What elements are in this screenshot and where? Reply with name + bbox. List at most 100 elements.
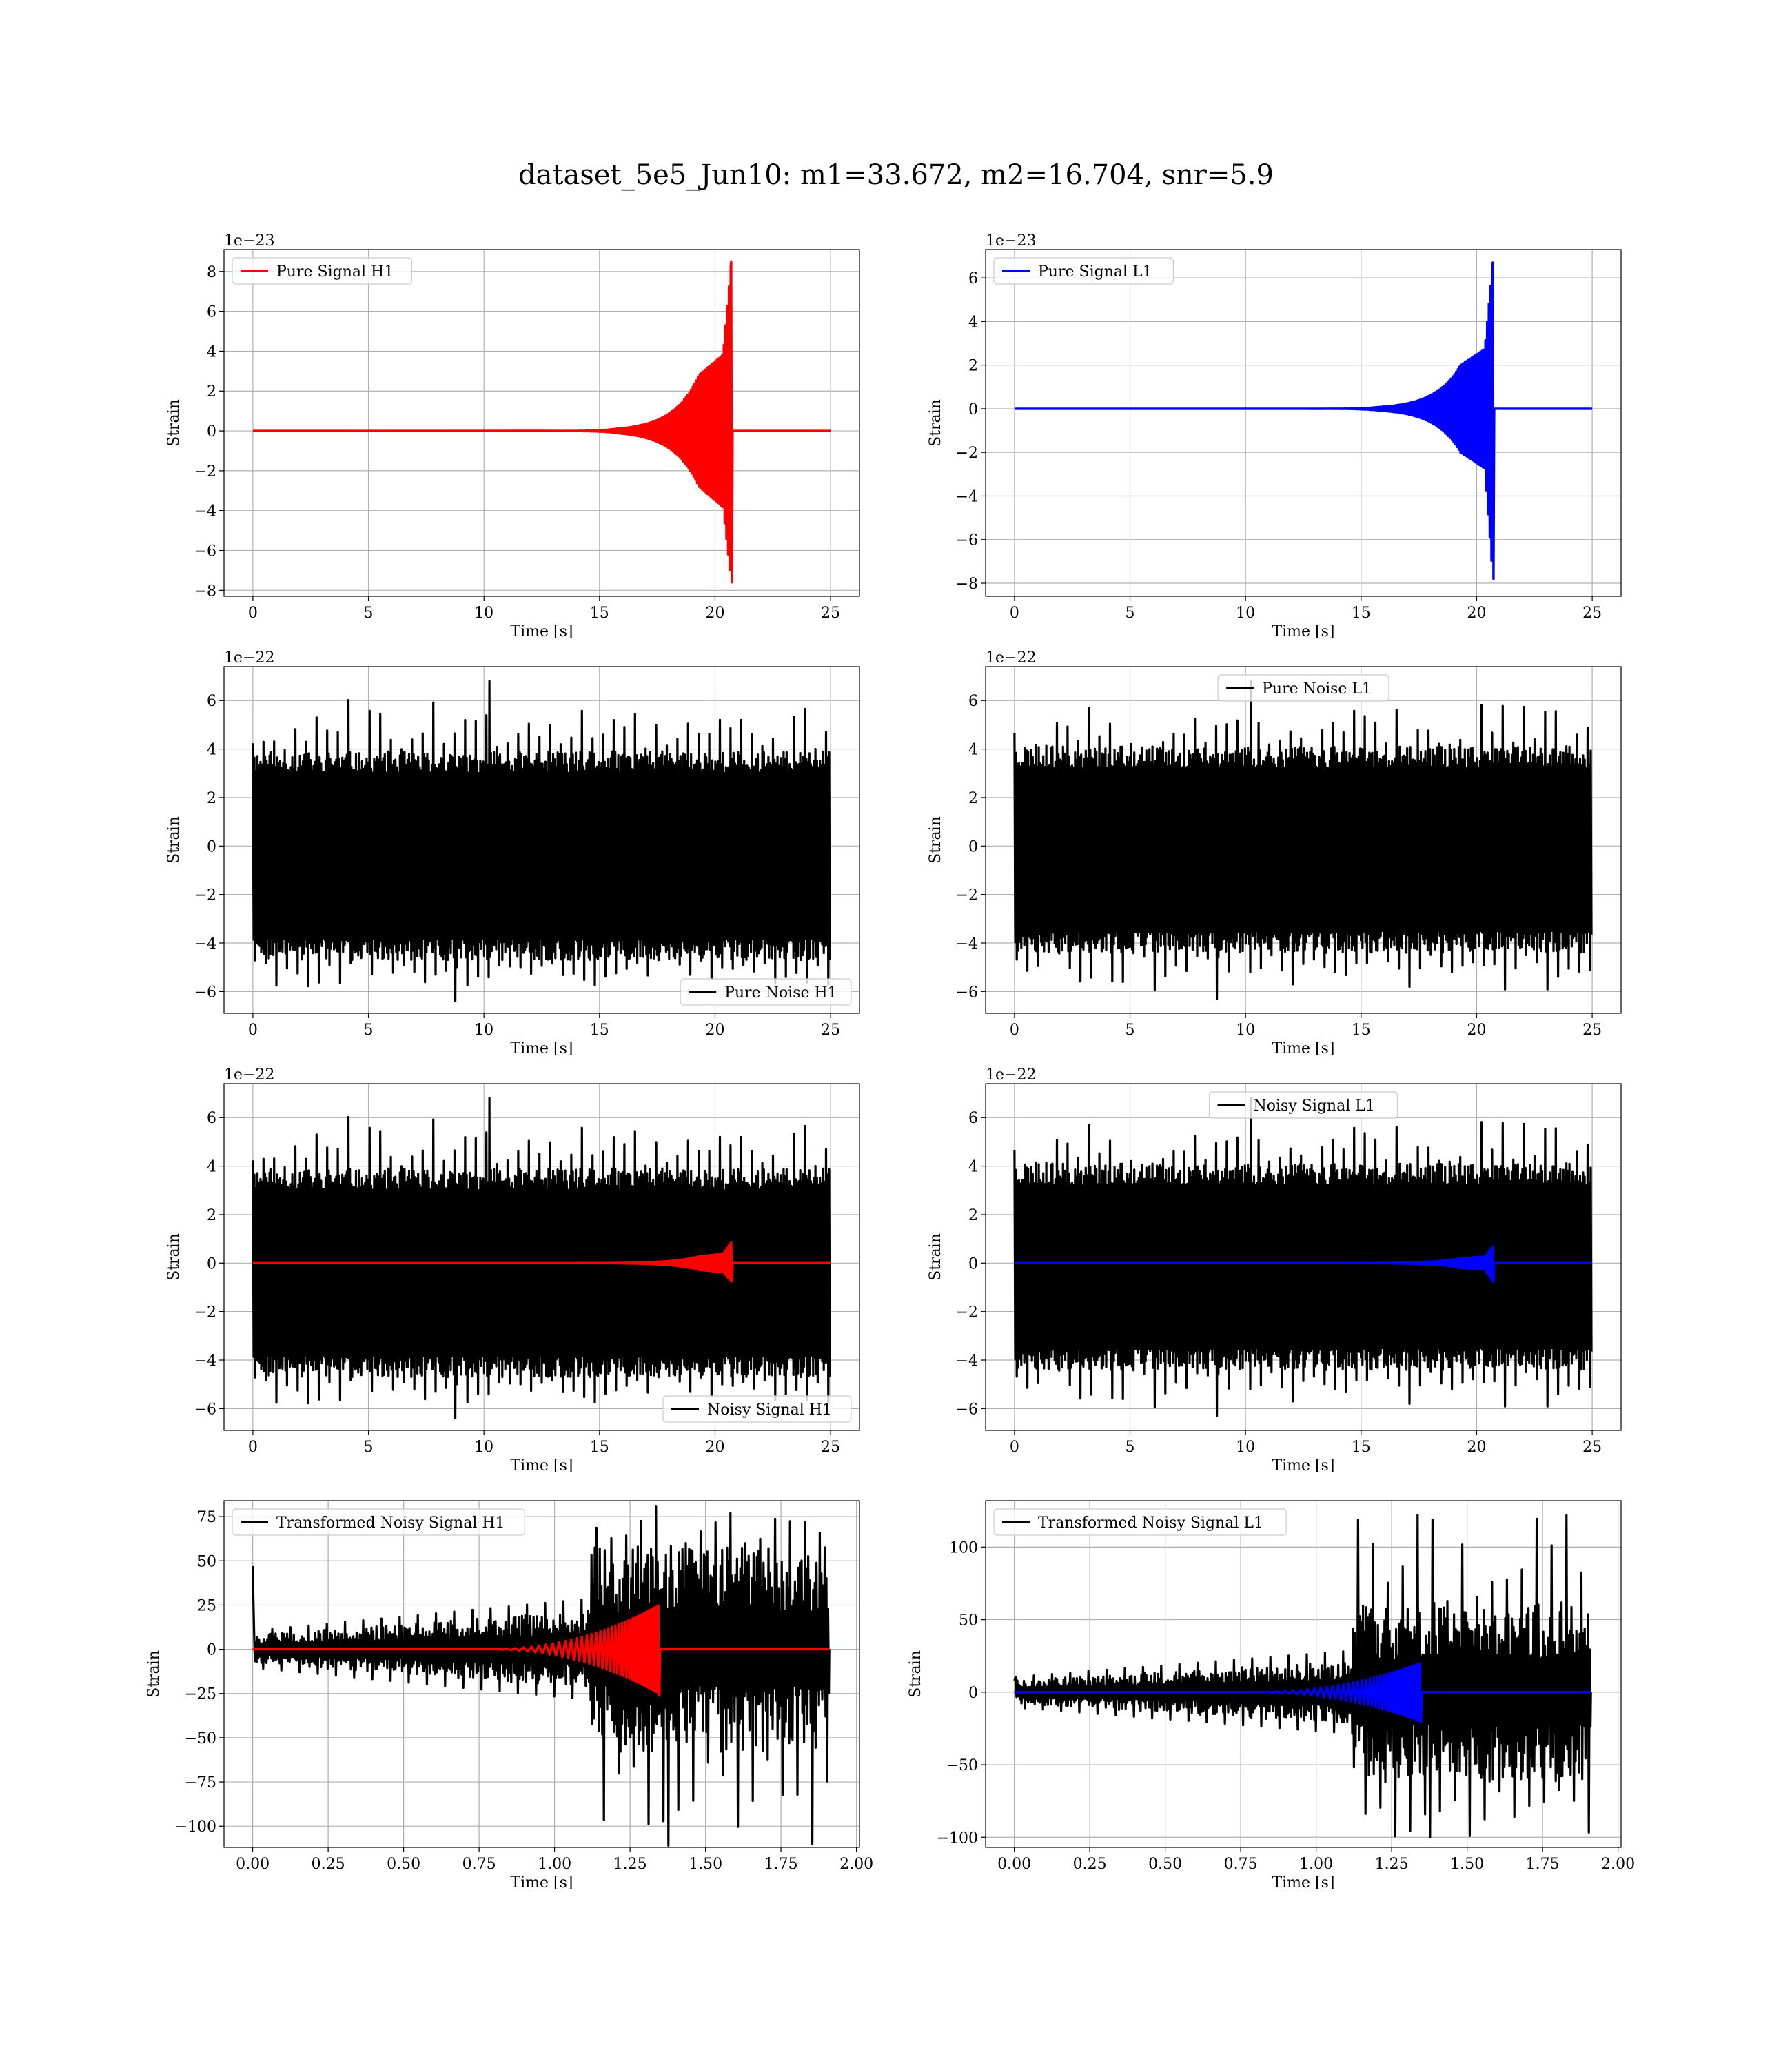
x-tick-label: 25 <box>821 1022 840 1039</box>
legend: Noisy Signal H1 <box>662 1395 852 1423</box>
y-tick-label: 100 <box>949 1539 978 1557</box>
y-tick-label: −4 <box>956 488 978 505</box>
legend-box <box>232 257 412 285</box>
legend-label: Transformed Noisy Signal H1 <box>276 1514 505 1532</box>
x-tick-label: 0 <box>1010 605 1019 622</box>
legend-label: Pure Noise L1 <box>1262 680 1372 698</box>
y-tick-label: 6 <box>207 693 216 710</box>
y-axis-label: Strain <box>165 399 183 447</box>
series-line-pure-signal-h1 <box>252 1241 831 1283</box>
x-tick-label: 20 <box>705 1439 724 1456</box>
subplot-noisy-signal-l1: 0 5 10 15 20 25 −6 −4 −2 0 2 4 6 Time [s] Strain 1e−22 N… <box>927 1066 1622 1474</box>
legend-label: Pure Noise H1 <box>724 984 837 1002</box>
x-tick-label: 5 <box>1126 1022 1135 1039</box>
y-axis-label: Strain <box>165 1233 183 1281</box>
axes-frame <box>223 249 860 597</box>
series-group <box>252 1505 831 1847</box>
legend-box <box>232 1508 525 1536</box>
x-tick-label: 2.00 <box>839 1856 873 1873</box>
x-tick-label: 5 <box>364 1022 374 1039</box>
y-tick-label: 0 <box>968 401 978 418</box>
x-tick-label: 15 <box>590 1022 609 1039</box>
y-tick-label: 4 <box>207 1159 216 1176</box>
x-tick-label: 0 <box>1010 1022 1019 1039</box>
x-tick-label: 5 <box>1126 1439 1135 1456</box>
offset-text: 1e−22 <box>224 649 274 667</box>
x-tick-label: 10 <box>474 1022 493 1039</box>
axes-frame <box>223 1083 860 1431</box>
offset-text: 1e−22 <box>986 649 1036 667</box>
x-tick-label: 0.50 <box>387 1856 420 1873</box>
subplot-pure-noise-h1: 0 5 10 15 20 25 −6 −4 −2 0 2 4 6 Time [s] Strain 1e−22 P… <box>165 649 860 1057</box>
x-tick-label: 0.75 <box>462 1856 496 1873</box>
x-axis-label: Time [s] <box>1272 1040 1334 1057</box>
x-tick-label: 15 <box>1352 1022 1371 1039</box>
y-axis-label: Strain <box>927 816 944 864</box>
y-tick-label: −50 <box>185 1730 216 1747</box>
legend-box <box>662 1395 852 1423</box>
series-group <box>252 1097 831 1419</box>
figure-title: dataset_5e5_Jun10: m1=33.672, m2=16.704,… <box>518 159 1274 191</box>
y-tick-label: −2 <box>956 887 978 904</box>
y-axis-label: Strain <box>907 1650 924 1698</box>
series-line-pure-signal-l1 <box>1014 1662 1591 1724</box>
series-line-noisy-signal-l1 <box>1013 1097 1593 1417</box>
y-tick-label: −2 <box>956 1304 978 1321</box>
y-tick-label: 75 <box>197 1509 216 1526</box>
x-tick-label: 20 <box>1467 605 1486 622</box>
subplot-pure-noise-l1: 0 5 10 15 20 25 −6 −4 −2 0 2 4 6 Time [s] Strain 1e−22 P… <box>927 649 1622 1057</box>
x-tick-label: 0 <box>248 605 258 622</box>
y-tick-label: 50 <box>959 1612 978 1630</box>
y-tick-label: 4 <box>968 1159 978 1176</box>
x-tick-label: 1.50 <box>689 1856 722 1873</box>
axes-frame <box>223 1500 860 1848</box>
legend-label: Pure Signal L1 <box>1038 263 1152 281</box>
x-tick-label: 0 <box>1010 1439 1019 1456</box>
legend-box <box>1208 1091 1398 1119</box>
x-tick-label: 1.00 <box>1299 1856 1333 1873</box>
y-tick-label: −2 <box>194 1304 216 1321</box>
y-tick-label: 4 <box>968 742 978 759</box>
legend-box <box>1217 674 1389 702</box>
x-axis-label: Time [s] <box>510 1040 573 1057</box>
y-tick-label: −100 <box>175 1818 216 1836</box>
x-tick-label: 1.00 <box>538 1856 571 1873</box>
legend-label: Noisy Signal H1 <box>707 1401 832 1419</box>
legend: Noisy Signal L1 <box>1208 1091 1398 1119</box>
x-tick-label: 10 <box>1236 1022 1255 1039</box>
legend: Pure Signal L1 <box>993 257 1174 285</box>
y-axis-label: Strain <box>927 1233 944 1281</box>
x-axis-label: Time [s] <box>1272 623 1334 640</box>
y-tick-label: 2 <box>968 358 978 375</box>
x-tick-label: 1.25 <box>1375 1856 1409 1873</box>
x-tick-label: 0.00 <box>997 1856 1031 1873</box>
y-tick-label: −6 <box>956 984 978 1001</box>
x-tick-label: 10 <box>474 1439 493 1456</box>
legend-label: Pure Signal H1 <box>276 263 394 281</box>
x-tick-label: 2.00 <box>1601 1856 1635 1873</box>
y-tick-label: 50 <box>197 1553 216 1570</box>
y-tick-label: 4 <box>207 742 216 759</box>
legend-label: Transformed Noisy Signal L1 <box>1038 1514 1263 1532</box>
x-tick-label: 10 <box>474 605 493 622</box>
legend-box <box>993 1508 1287 1536</box>
series-line-pure-signal-h1 <box>252 260 831 584</box>
x-tick-label: 5 <box>1126 605 1135 622</box>
y-tick-label: 2 <box>207 1207 216 1224</box>
y-axis-label: Strain <box>927 399 944 447</box>
y-tick-label: −2 <box>194 887 216 904</box>
x-tick-label: 20 <box>1467 1022 1486 1039</box>
x-axis-label: Time [s] <box>510 623 573 640</box>
y-axis-label: Strain <box>145 1650 163 1698</box>
subplot-transformed-noisy-signal-l1: 0.00 0.25 0.50 0.75 1.00 1.25 1.50 1.75 2.00 −100… <box>907 1500 1635 1892</box>
y-tick-label: −8 <box>194 582 216 600</box>
y-tick-label: −6 <box>194 1401 216 1418</box>
x-tick-label: 25 <box>821 605 840 622</box>
x-tick-label: 1.75 <box>764 1856 798 1873</box>
y-tick-label: 0 <box>207 423 216 440</box>
series-line-pure-signal-l1 <box>1014 261 1593 580</box>
y-tick-label: −6 <box>956 1401 978 1418</box>
y-tick-label: −6 <box>194 984 216 1001</box>
x-tick-label: 1.50 <box>1450 1856 1484 1873</box>
